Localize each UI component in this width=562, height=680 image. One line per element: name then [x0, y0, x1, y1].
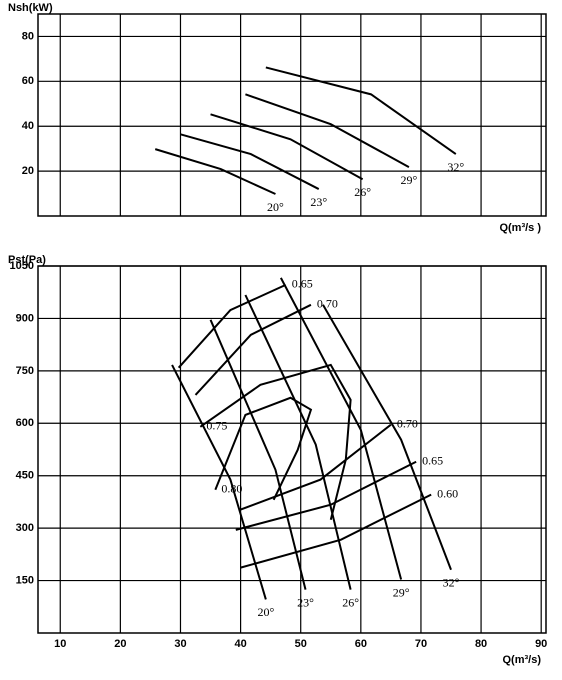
plot-frame [37, 13, 547, 217]
curve-label: 26° [342, 595, 359, 609]
y-tick-label: 60 [22, 75, 34, 87]
curve [240, 493, 432, 569]
curve-label: 0.65 [422, 453, 443, 467]
y-tick-label: 300 [16, 522, 34, 534]
curve [177, 283, 287, 369]
curve-label: 23° [310, 195, 327, 209]
y-tick-label: 40 [22, 120, 34, 132]
y-tick-label: 80 [22, 30, 34, 42]
curve [279, 277, 403, 580]
y-axis-label: Pst(Pa) [8, 254, 46, 266]
curve-label: 0.70 [317, 297, 338, 311]
x-tick-label: 80 [475, 638, 487, 650]
x-tick-label: 10 [54, 638, 66, 650]
y-tick-label: 450 [16, 470, 34, 482]
curve [245, 93, 410, 168]
y-tick-label: 900 [16, 312, 34, 324]
curve [194, 303, 312, 396]
curve-label: 0.80 [221, 481, 242, 495]
y-axis-label: Nsh(kW) [8, 2, 53, 14]
curve-label: 23° [297, 595, 314, 609]
curve [244, 294, 352, 590]
curve-label: 26° [354, 185, 371, 199]
curve-label: 32° [447, 160, 464, 174]
x-tick-label: 70 [415, 638, 427, 650]
x-tick-label: 60 [355, 638, 367, 650]
curve [322, 304, 452, 571]
y-tick-label: 20 [22, 165, 34, 177]
plot-frame [37, 265, 547, 634]
curve-label: 29° [393, 585, 410, 599]
curve-label: 32° [443, 575, 460, 589]
curve-label: 0.60 [437, 486, 458, 500]
curve [154, 148, 276, 195]
curve [199, 363, 352, 520]
x-tick-label: 40 [234, 638, 246, 650]
curve [265, 66, 457, 155]
curve-label: 20° [257, 605, 274, 619]
x-tick-label: 20 [114, 638, 126, 650]
x-axis-label: Q(m³/s) [503, 654, 542, 666]
y-tick-label: 150 [16, 574, 34, 586]
curve [210, 113, 364, 181]
y-tick-label: 1050 [10, 260, 34, 272]
x-tick-label: 50 [295, 638, 307, 650]
x-axis-label: Q(m³/s ) [499, 222, 541, 234]
curve-label: 20° [267, 200, 284, 214]
y-tick-label: 600 [16, 417, 34, 429]
curve-label: 0.70 [397, 416, 418, 430]
curve [214, 396, 313, 501]
curve-label: 0.65 [292, 277, 313, 291]
curve [235, 460, 417, 531]
curve-label: 0.75 [206, 419, 227, 433]
curve-label: 29° [401, 173, 418, 187]
curve [209, 319, 307, 590]
curve [180, 133, 320, 190]
curve [171, 364, 267, 600]
y-tick-label: 750 [16, 365, 34, 377]
x-tick-label: 90 [535, 638, 547, 650]
curve [240, 423, 392, 511]
x-tick-label: 30 [174, 638, 186, 650]
